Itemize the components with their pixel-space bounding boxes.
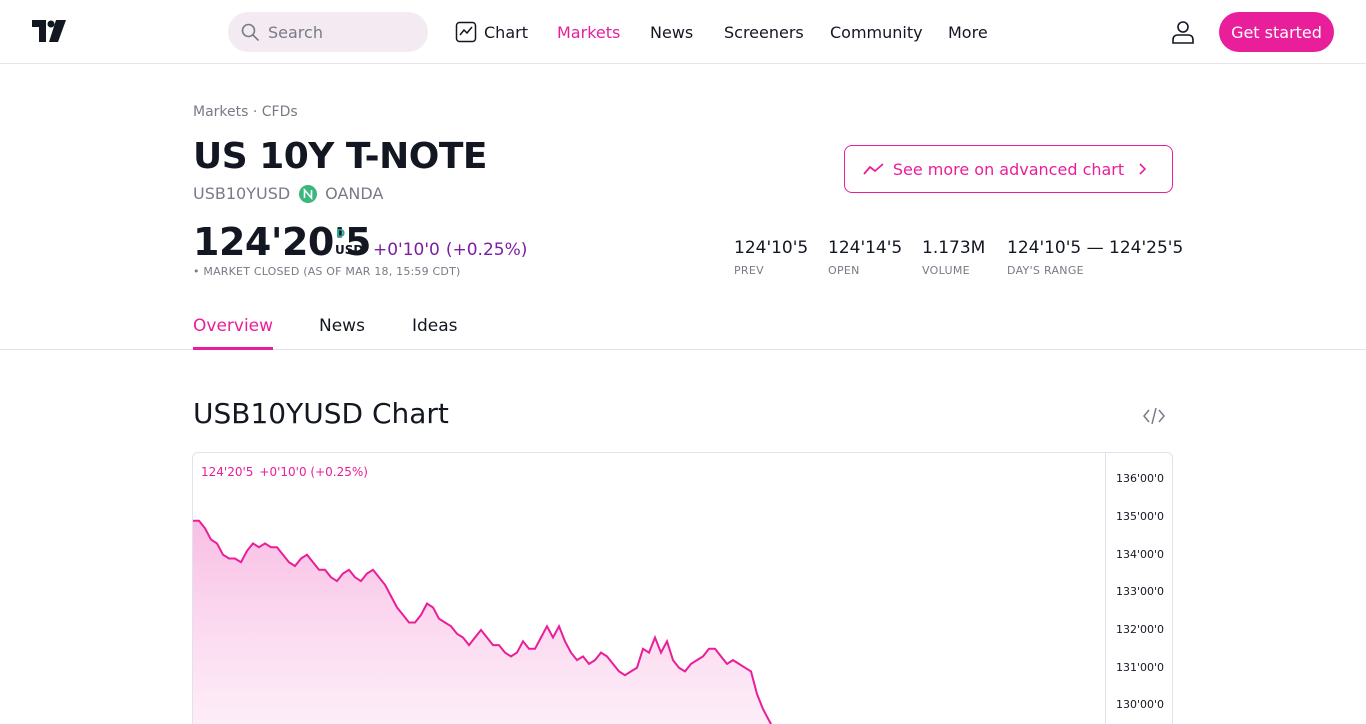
symbol-subtitle: USB10YUSD OANDA (193, 184, 383, 203)
change-percent: (+0.25%) (445, 240, 528, 260)
nav-more[interactable]: More (948, 0, 988, 64)
y-axis-tick-label: 132'00'0 (1116, 623, 1165, 636)
legend-price: 124'20'5 (201, 465, 254, 479)
search-input[interactable] (268, 22, 418, 42)
y-axis-tick-label: 130'00'0 (1116, 698, 1165, 712)
y-axis-tick-label: 131'00'0 (1116, 660, 1165, 674)
stat-open-value: 124'14'5 (828, 238, 903, 258)
price-axis[interactable]: 136'00'0 135'00'0 134'00'0 133'00'0 132'00'0… (1105, 453, 1172, 724)
advanced-chart-label: See more on advanced chart (892, 159, 1125, 179)
nav-chart[interactable]: Chart (455, 0, 528, 64)
last-price: 124'20'5 (193, 220, 371, 264)
stat-open: 124'14'5 OPEN (828, 238, 902, 277)
breadcrumb-cfds[interactable]: CFDs (261, 104, 298, 120)
price-area-fill (193, 520, 771, 724)
stat-volume-value: 1.173M (922, 238, 986, 258)
price-flag: D (336, 227, 346, 240)
tradingview-logo[interactable] (32, 20, 68, 42)
legend-change: +0'10'0 (+0.25%) (259, 465, 368, 479)
y-axis-tick-label: 135'00'0 (1116, 510, 1165, 524)
stat-days-range-label: DAY'S RANGE (1007, 264, 1084, 277)
symbol-ticker: USB10YUSD (193, 184, 291, 203)
change-value: +0'10'0 (373, 240, 440, 260)
nav-screeners[interactable]: Screeners (724, 0, 804, 64)
symbol-broker[interactable]: OANDA (325, 184, 384, 203)
advanced-chart-button[interactable]: See more on advanced chart (844, 145, 1173, 193)
price-change: +0'10'0 (+0.25%) (373, 240, 527, 260)
y-axis-tick-label: 134'00'0 (1116, 547, 1165, 561)
stat-prev-value: 124'10'5 (734, 238, 809, 258)
chart-title: USB10YUSD Chart (193, 397, 449, 430)
chart-icon (455, 21, 477, 43)
stat-prev: 124'10'5 PREV (734, 238, 808, 277)
get-started-button[interactable]: Get started (1219, 12, 1334, 52)
search-icon (241, 23, 259, 41)
nav-community-label: Community (830, 22, 923, 42)
price-line-series (193, 519, 773, 724)
price-area-chart[interactable] (193, 453, 1105, 724)
price-currency: USD (335, 243, 364, 257)
nav-news[interactable]: News (650, 0, 693, 64)
chart-legend: 124'20'5 +0'10'0 (+0.25%) (201, 465, 368, 479)
symbol-title: US 10Y T-NOTE (193, 136, 487, 177)
user-icon[interactable] (1170, 19, 1196, 45)
stat-volume: 1.173M VOLUME (922, 238, 985, 277)
nav-screeners-label: Screeners (724, 22, 804, 42)
stat-volume-label: VOLUME (922, 264, 970, 277)
chevron-right-icon (1139, 163, 1147, 175)
section-tabs: Overview News Ideas (0, 304, 1366, 350)
trend-line-icon (863, 163, 884, 175)
nav-markets-label: Markets (557, 22, 621, 42)
tab-overview[interactable]: Overview (193, 316, 274, 350)
tab-ideas[interactable]: Ideas (412, 316, 458, 336)
embed-code-icon[interactable] (1142, 405, 1166, 427)
nav-community[interactable]: Community (830, 0, 923, 64)
breadcrumb: Markets · CFDs (193, 104, 298, 120)
stat-days-range-value: 124'10'5 — 124'25'5 (1007, 238, 1184, 258)
breadcrumb-separator: · (252, 104, 258, 120)
nav-markets[interactable]: Markets (557, 0, 620, 64)
price-chart[interactable]: 124'20'5 +0'10'0 (+0.25%) 136'00'0 135'00'… (192, 452, 1173, 724)
nav-more-label: More (948, 22, 988, 42)
stat-open-label: OPEN (828, 264, 860, 277)
y-axis-tick-label: 136'00'0 (1116, 472, 1165, 486)
stat-days-range: 124'10'5 — 124'25'5 DAY'S RANGE (1007, 238, 1183, 277)
tab-news[interactable]: News (319, 316, 365, 336)
nav-news-label: News (650, 22, 694, 42)
oanda-logo-icon (299, 184, 318, 203)
search-box[interactable] (228, 12, 428, 52)
stat-prev-label: PREV (734, 264, 764, 277)
top-header: Chart Markets News Screeners Community M… (0, 0, 1366, 64)
breadcrumb-markets[interactable]: Markets (193, 104, 249, 120)
nav-chart-label: Chart (484, 22, 528, 42)
y-axis-tick-label: 133'00'0 (1116, 585, 1165, 599)
market-status: • MARKET CLOSED (AS OF MAR 18, 15:59 CDT… (193, 265, 461, 278)
